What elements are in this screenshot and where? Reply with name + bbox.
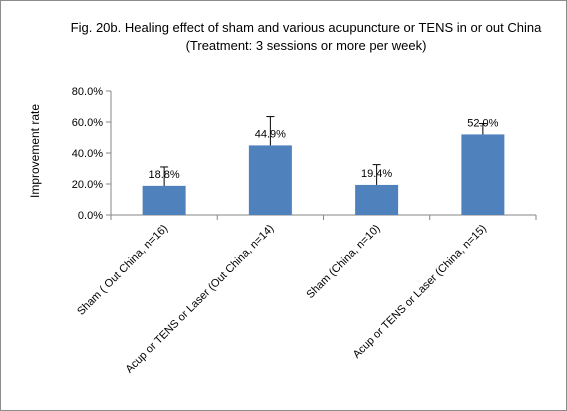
y-tick-label: 40.0% — [72, 148, 103, 160]
y-tick-label: 0.0% — [78, 210, 103, 222]
bar — [142, 185, 186, 215]
data-label: 52.0% — [467, 117, 498, 129]
chart-title: Fig. 20b. Healing effect of sham and var… — [71, 20, 542, 35]
data-label: 44.9% — [255, 128, 286, 140]
bar — [355, 184, 399, 215]
y-tick-label: 20.0% — [72, 179, 103, 191]
plot-area: 0.0% 20.0% 40.0% 60.0% 80.0% 18.8% Sham ( Out … — [72, 86, 537, 376]
data-label: 18.8% — [149, 169, 180, 181]
y-tick-label: 80.0% — [72, 86, 103, 98]
y-axis-title: Improvement rate — [28, 104, 42, 198]
category-label: Acup or TENS or Laser (China, n=15) — [351, 223, 489, 361]
data-label: 19.4% — [361, 168, 392, 180]
category-label: Sham (China, n=10) — [304, 223, 382, 301]
category-label: Sham ( Out China, n=16) — [75, 223, 170, 318]
y-tick-label: 60.0% — [72, 117, 103, 129]
bar — [248, 145, 292, 215]
bar — [461, 134, 505, 215]
chart-subtitle: (Treatment: 3 sessions or more per week) — [186, 38, 427, 53]
